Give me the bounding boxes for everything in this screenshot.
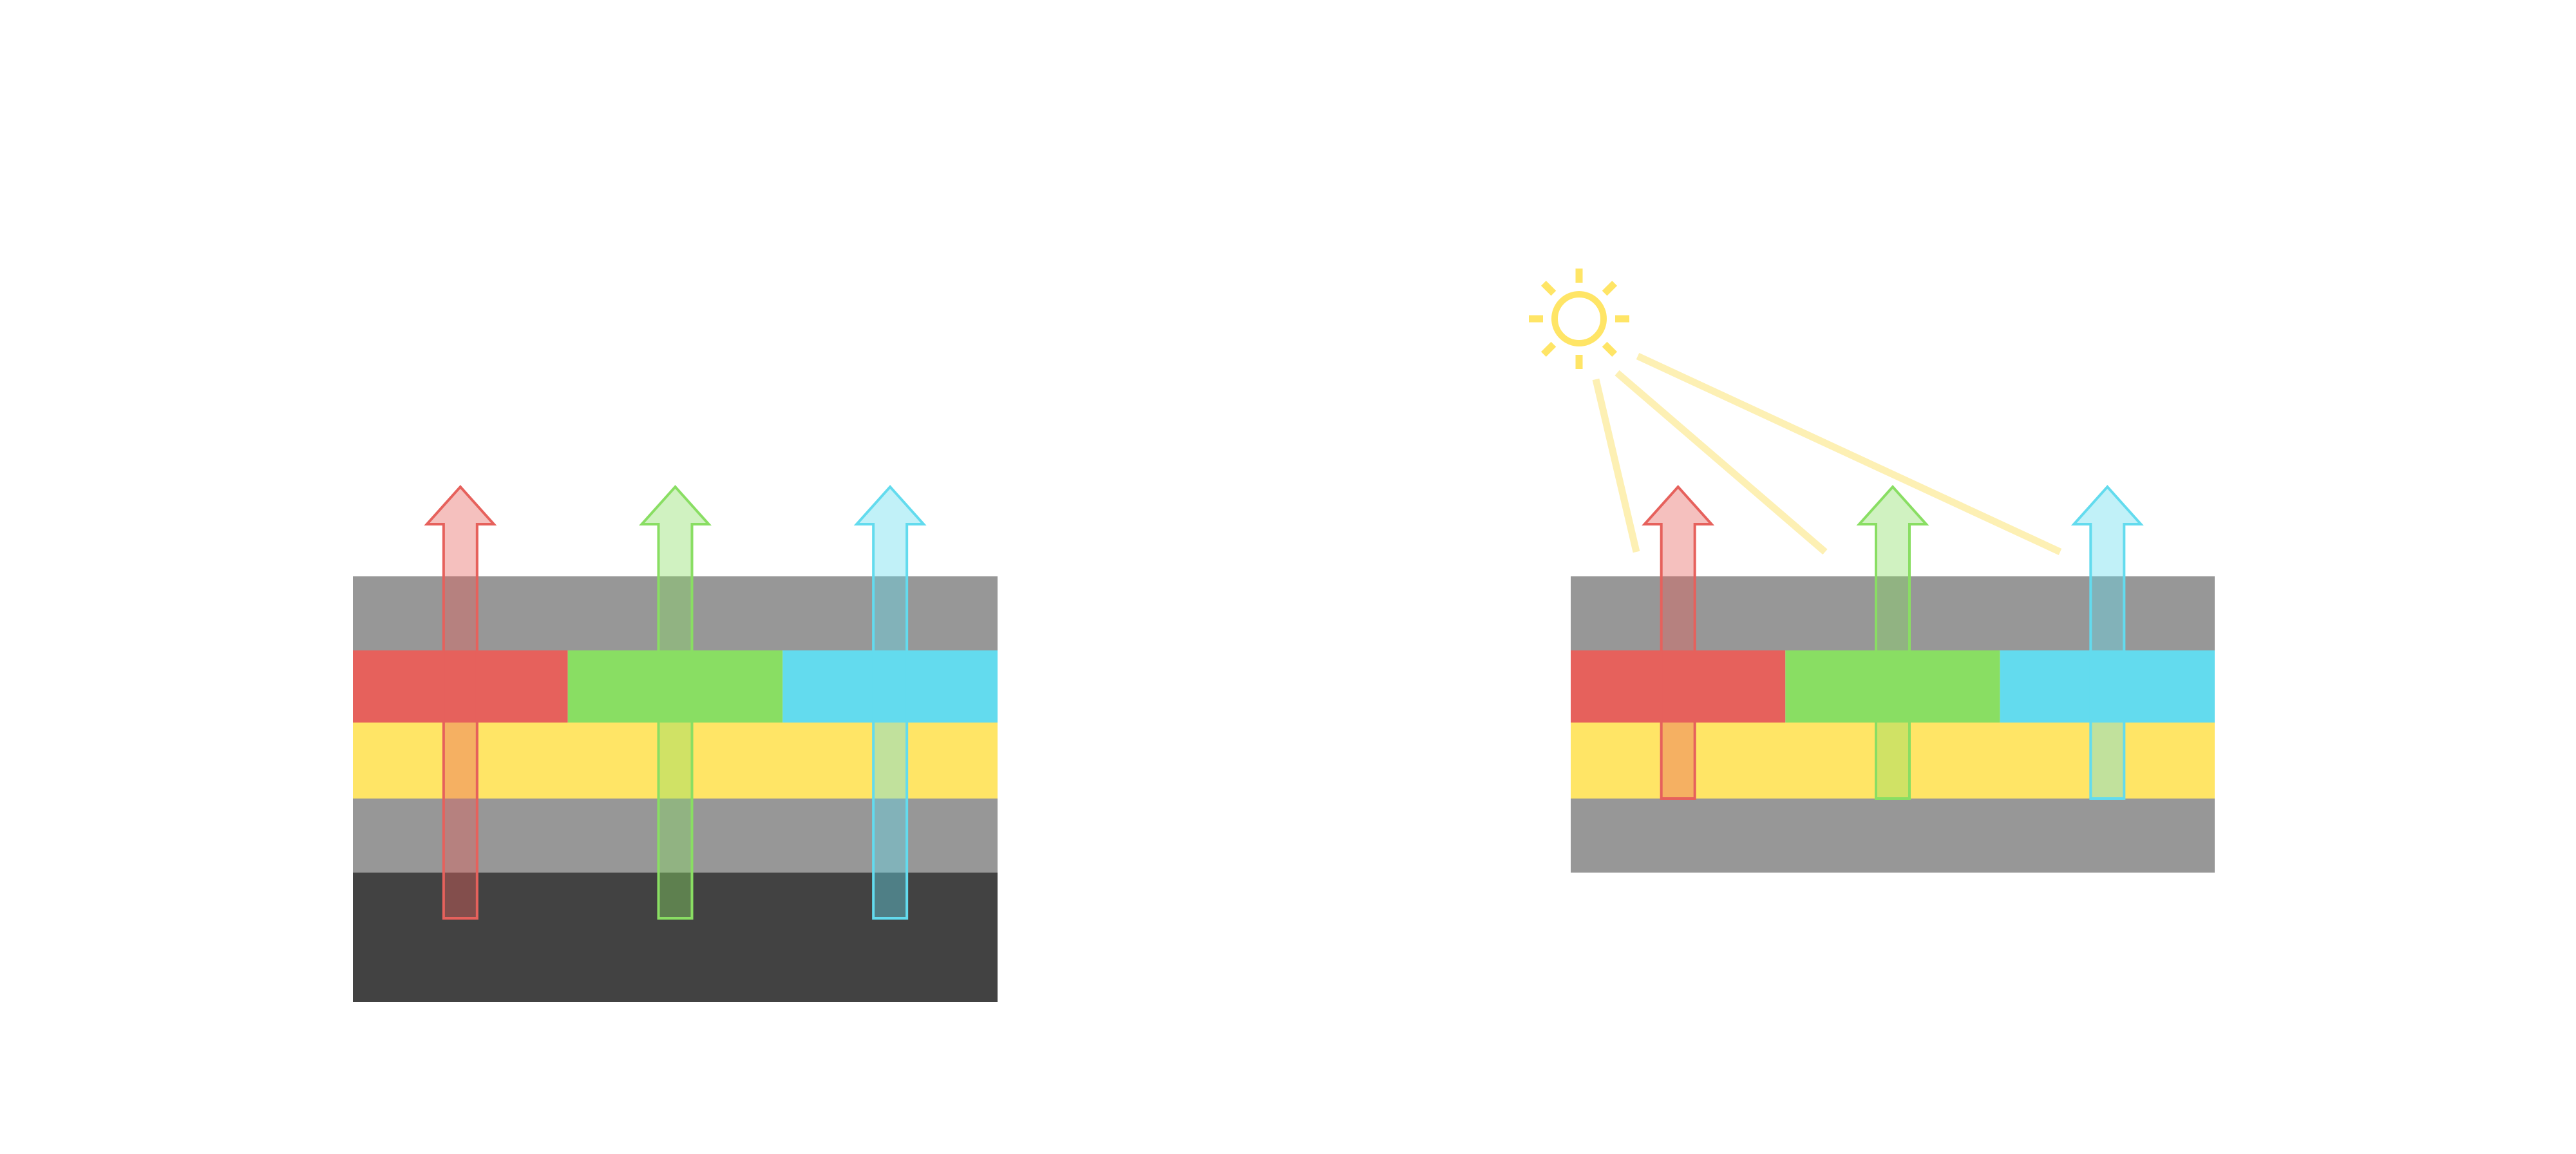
sun-ray [1540,341,1557,357]
left-layer-stack [353,485,998,1002]
yellow-layer [1571,723,2215,799]
sun-disc [1551,291,1607,346]
red-arrow-up-icon [424,485,497,920]
light-beam-line [1615,370,1828,555]
light-beams [1592,353,2062,555]
green-arrow-up-icon [639,485,712,920]
top-gray-layer [353,576,998,650]
cyan-filter-layer [2000,650,2215,723]
red-filter-layer [353,650,568,723]
dark-base-layer [353,873,998,1002]
green-filter-layer [1785,650,2000,723]
cyan-arrow-up-icon [853,485,927,920]
light-beam-line [1636,353,2062,555]
bottom-gray-layer [353,799,998,873]
sun-icon [1529,269,1629,369]
sun-ray [1540,280,1557,296]
right-layer-stack [1571,485,2215,873]
cyan-filter-layer [782,650,998,723]
light-beam-line [1592,378,1640,553]
bottom-gray-layer [1571,799,2215,873]
sun-ray [1602,341,1618,357]
sun-ray [1602,280,1618,296]
cyan-arrow-up-icon [2070,485,2144,800]
top-gray-layer [1571,576,2215,650]
green-filter-layer [567,650,783,723]
yellow-layer [353,723,998,799]
green-arrow-up-icon [1856,485,1929,800]
red-arrow-up-icon [1642,485,1715,800]
red-filter-layer [1571,650,1786,723]
